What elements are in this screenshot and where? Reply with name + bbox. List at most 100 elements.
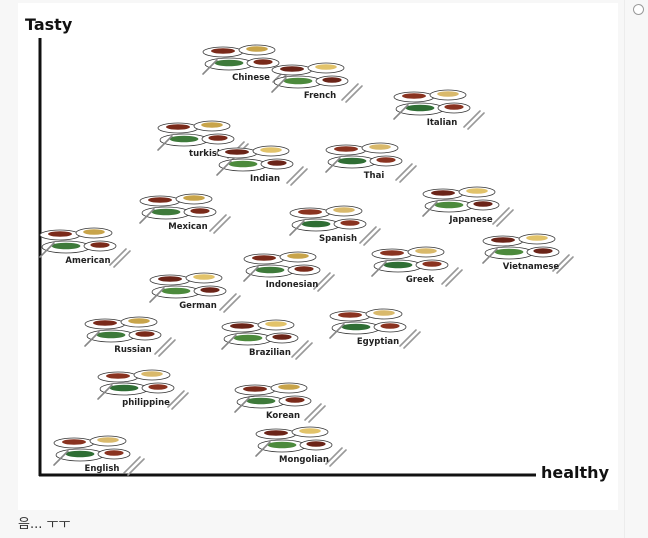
food-icon (340, 220, 360, 226)
food-icon (228, 160, 258, 168)
cuisine-group: Russian (84, 316, 176, 357)
cuisine-group: American (39, 227, 131, 268)
food-icon (267, 441, 297, 449)
cuisine-label: Chinese (232, 73, 270, 83)
food-icon (65, 450, 95, 458)
spoon-icon (317, 274, 335, 292)
cuisine-label: Italian (427, 118, 458, 128)
cuisine-diagram: Tasty healthy Chinese French Italian turkis… (25, 15, 610, 482)
cuisine-group: Mexican (139, 193, 231, 234)
food-icon (169, 135, 199, 143)
cuisine-label: Mexican (168, 222, 207, 232)
food-icon (106, 373, 130, 379)
knife-icon (291, 340, 309, 358)
food-icon (437, 91, 459, 97)
x-axis-label: healthy (541, 463, 610, 482)
knife-icon (359, 226, 377, 244)
food-icon (225, 149, 249, 155)
food-icon (434, 201, 464, 209)
spoon-icon (158, 339, 176, 357)
food-icon (287, 253, 309, 259)
spoon-icon (445, 269, 463, 287)
food-icon (151, 208, 181, 216)
cuisine-group: Spanish (289, 205, 381, 246)
food-icon (533, 248, 553, 254)
fork-icon (243, 266, 259, 282)
cuisine-label: Vietnamese (503, 262, 560, 272)
food-icon (280, 66, 304, 72)
food-icon (422, 261, 442, 267)
circle-button[interactable] (633, 4, 644, 15)
knife-icon (395, 163, 413, 181)
fork-icon (329, 323, 345, 339)
food-icon (246, 46, 268, 52)
cuisine-label: Indonesian (266, 280, 319, 290)
food-icon (431, 190, 455, 196)
cuisine-group: Thai (325, 142, 417, 183)
food-icon (230, 323, 254, 329)
food-icon (201, 122, 223, 128)
food-icon (272, 334, 292, 340)
food-icon (278, 384, 300, 390)
spoon-icon (496, 209, 514, 227)
fork-icon (221, 334, 237, 350)
food-icon (255, 266, 285, 274)
cuisine-label: German (179, 301, 217, 311)
food-icon (301, 220, 331, 228)
fork-icon (271, 77, 287, 93)
food-icon (62, 439, 86, 445)
spoon-icon (127, 458, 145, 476)
knife-icon (552, 254, 570, 272)
fork-icon (39, 242, 55, 258)
food-icon (128, 318, 150, 324)
food-icon (243, 386, 267, 392)
cuisine-label: Thai (364, 171, 385, 181)
food-icon (369, 144, 391, 150)
food-icon (246, 397, 276, 405)
food-icon (264, 430, 288, 436)
food-icon (208, 135, 228, 141)
spoon-icon (399, 165, 417, 183)
spoon-icon (345, 85, 363, 103)
food-icon (298, 209, 322, 215)
food-icon (183, 195, 205, 201)
food-icon (158, 276, 182, 282)
food-icon (491, 237, 515, 243)
cuisine-group: English (53, 435, 145, 476)
food-icon (294, 266, 314, 272)
fork-icon (202, 59, 218, 75)
food-icon (252, 255, 276, 261)
food-icon (373, 310, 395, 316)
food-icon (96, 331, 126, 339)
food-icon (405, 104, 435, 112)
spoon-icon (290, 168, 308, 186)
cuisine-label: English (85, 464, 120, 474)
food-icon (211, 48, 235, 54)
food-icon (200, 287, 220, 293)
food-icon (444, 104, 464, 110)
cuisine-group: Italian (393, 89, 485, 130)
food-icon (494, 248, 524, 256)
caption-text: 음... ㅜㅜ (18, 517, 71, 532)
knife-icon (154, 337, 172, 355)
food-icon (415, 248, 437, 254)
cuisine-group: Indian (216, 145, 308, 186)
knife-icon (286, 166, 304, 184)
food-icon (383, 261, 413, 269)
food-icon (214, 59, 244, 67)
knife-icon (463, 110, 481, 128)
food-icon (265, 321, 287, 327)
cuisine-label: French (304, 91, 336, 101)
cuisine-group: Indonesian (243, 251, 335, 292)
spoon-icon (295, 342, 313, 360)
cuisine-group: German (149, 272, 241, 313)
cuisine-label: Japanese (448, 215, 493, 225)
food-icon (315, 64, 337, 70)
food-icon (97, 437, 119, 443)
spoon-icon (223, 295, 241, 313)
fork-icon (97, 384, 113, 400)
food-icon (253, 59, 273, 65)
cuisine-label: Korean (266, 411, 300, 421)
fork-icon (234, 397, 250, 413)
spoon-icon (403, 331, 421, 349)
